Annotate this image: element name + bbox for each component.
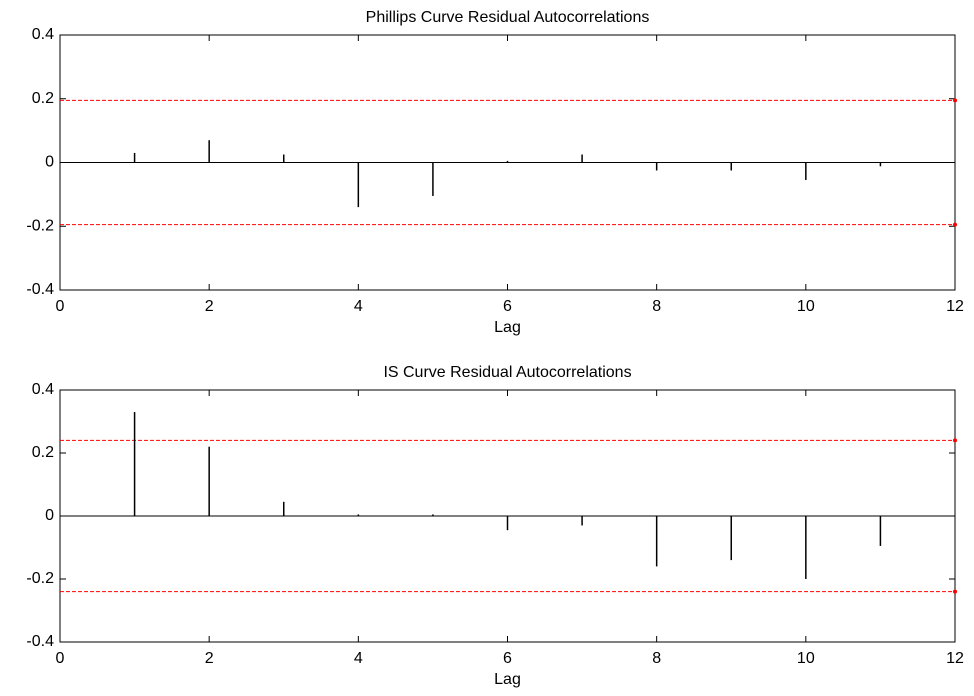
confidence-bound-end [953, 98, 957, 103]
x-tick-label: 8 [652, 650, 661, 667]
y-tick-label: 0.4 [32, 26, 54, 43]
x-tick-label: 4 [354, 298, 363, 315]
y-tick-label: -0.4 [26, 281, 54, 298]
chart-title: IS Curve Residual Autocorrelations [383, 364, 631, 381]
x-tick-label: 10 [797, 298, 815, 315]
x-tick-label: 12 [946, 650, 964, 667]
confidence-bound-end [953, 438, 957, 443]
x-tick-label: 6 [503, 298, 512, 315]
x-tick-label: 12 [946, 298, 964, 315]
x-tick-label: 0 [56, 298, 65, 315]
x-tick-label: 0 [56, 650, 65, 667]
y-tick-label: 0.2 [32, 444, 54, 461]
x-tick-label: 2 [205, 298, 214, 315]
x-tick-label: 10 [797, 650, 815, 667]
x-tick-label: 8 [652, 298, 661, 315]
x-axis-label: Lag [494, 671, 521, 688]
x-tick-label: 2 [205, 650, 214, 667]
x-tick-label: 4 [354, 650, 363, 667]
x-tick-label: 6 [503, 650, 512, 667]
x-axis-label: Lag [494, 319, 521, 336]
y-tick-label: -0.2 [26, 217, 54, 234]
chart-title: Phillips Curve Residual Autocorrelations [366, 9, 650, 26]
confidence-bound-end [953, 222, 957, 227]
y-tick-label: 0.4 [32, 381, 54, 398]
y-tick-label: -0.4 [26, 633, 54, 650]
y-tick-label: 0 [45, 507, 54, 524]
confidence-bound-end [953, 589, 957, 594]
y-tick-label: -0.2 [26, 570, 54, 587]
y-tick-label: 0.2 [32, 90, 54, 107]
y-tick-label: 0 [45, 154, 54, 171]
